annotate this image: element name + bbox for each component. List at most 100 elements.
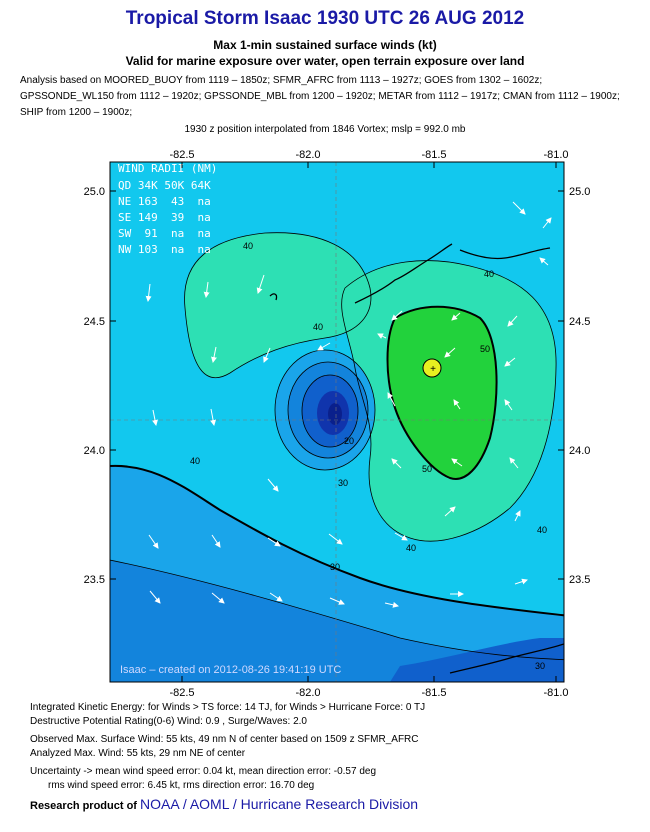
uncertainty-rms: rms wind speed error: 6.45 kt, rms direc…: [48, 780, 315, 791]
footer-prefix: Research product of: [30, 800, 137, 812]
contour-label: 40: [406, 543, 416, 553]
contour-label: 50: [422, 464, 432, 474]
contour-label: 20: [344, 436, 354, 446]
lon-tick-label: -81.5: [421, 687, 446, 699]
wind-vectors: [145, 201, 552, 608]
wind-radii-title: WIND RADII (NM): [118, 162, 217, 175]
wind-arrow: [263, 347, 271, 363]
wind-arrow: [149, 590, 161, 604]
wind-arrow: [148, 534, 159, 549]
lon-tick-label: -82.5: [169, 687, 194, 699]
dpr-stat: Destructive Potential Rating(0-6) Wind: …: [30, 716, 307, 727]
wind-arrow: [451, 312, 461, 321]
wind-arrow: [453, 399, 461, 410]
analyzed-max-wind: Analyzed Max. Wind: 55 kts, 29 nm NE of …: [30, 748, 246, 759]
lat-tick-label: 24.5: [569, 316, 590, 328]
contour-50: [386, 305, 498, 480]
contour-label: 40: [484, 269, 494, 279]
contour-label: 40: [243, 241, 253, 251]
wind-arrow: [514, 510, 521, 522]
wind-arrow: [329, 597, 345, 605]
band-10-20-south: [110, 560, 564, 682]
contour-label: 40: [190, 456, 200, 466]
wind-arrow: [387, 392, 396, 407]
analysis-sources: Analysis based on MOORED_BUOY from 1119 …: [20, 73, 635, 121]
lon-tick-label: -82.0: [295, 687, 320, 699]
wind-arrow: [211, 346, 217, 363]
contour-20-south: [110, 559, 564, 661]
contour-40-nw: [184, 232, 372, 379]
vortex-eye: [328, 403, 342, 425]
analysis-line: SHIP from 1200 – 1900z;: [20, 107, 133, 118]
band-south-deep: [390, 638, 564, 682]
contour-lines: [110, 232, 564, 661]
observed-max-wind: Observed Max. Surface Wind: 55 kts, 49 n…: [30, 734, 419, 745]
lon-tick-label: -81.0: [543, 687, 568, 699]
keys-east: [459, 247, 551, 260]
lon-tick-label: -81.5: [421, 149, 446, 161]
wind-arrow: [509, 457, 519, 469]
contour-30-south: [110, 464, 564, 617]
page-title: Tropical Storm Isaac 1930 UTC 26 AUG 201…: [125, 8, 525, 29]
lat-tick-label: 25.0: [84, 186, 105, 198]
lat-tick-label: 24.5: [84, 316, 105, 328]
contour-label: 40: [313, 322, 323, 332]
footer-org: NOAA / AOML / Hurricane Research Divisio…: [140, 796, 419, 812]
wind-arrow: [451, 458, 463, 467]
lon-tick-label: -81.0: [543, 149, 568, 161]
subtitle: Max 1-min sustained surface winds (kt): [213, 38, 437, 52]
lon-tick-label: -82.0: [295, 149, 320, 161]
wind-radii-row: NE 163 43 na: [118, 195, 211, 208]
wind-arrow: [211, 592, 225, 604]
center-crosshair: [110, 162, 564, 682]
wind-arrow: [444, 506, 456, 517]
wind-arrow: [504, 399, 513, 411]
axis-ticks: [110, 162, 564, 682]
wind-arrow: [210, 408, 217, 426]
wind-arrow: [269, 592, 283, 602]
wind-arrow: [377, 333, 387, 339]
wind-arrow: [391, 310, 403, 321]
contour-label: 30: [535, 661, 545, 671]
wind-arrow: [542, 217, 552, 229]
band-50: [387, 306, 497, 479]
wind-field-map: +: [84, 149, 591, 699]
wind-radii-row: SE 149 39 na: [118, 211, 211, 224]
wind-arrow: [539, 257, 549, 266]
analysis-line: GPSSONDE_WL150 from 1112 – 1920z; GPSSON…: [20, 91, 620, 102]
lon-tick-label: -82.5: [169, 149, 194, 161]
lat-tick-label: 25.0: [569, 186, 590, 198]
footer: Research product of NOAA / AOML / Hurric…: [30, 796, 418, 812]
wind-radii-header: QD 34K 50K 64K: [118, 179, 211, 192]
wind-arrow: [145, 283, 152, 302]
lat-tick-label: 24.0: [569, 445, 590, 457]
contour-label: 40: [537, 525, 547, 535]
uncertainty-mean: Uncertainty -> mean wind speed error: 0.…: [30, 766, 377, 777]
coastline: [269, 243, 564, 674]
wind-arrow: [384, 601, 399, 608]
wind-radii-row: SW 91 na na: [118, 227, 211, 240]
contour-30-vortex: [274, 349, 376, 471]
wind-arrow: [504, 357, 516, 367]
cuba-coast: [449, 643, 564, 674]
florida-keys: [354, 243, 453, 304]
max-wind-marker: +: [430, 364, 436, 375]
band-40-nw: [184, 232, 371, 378]
wind-arrow: [328, 533, 343, 545]
position-note: 1930 z position interpolated from 1846 V…: [184, 124, 466, 135]
wind-arrow: [152, 409, 158, 426]
contour-40-east: [341, 260, 557, 542]
contour-label: 50: [480, 344, 490, 354]
contour-label: 30: [338, 478, 348, 488]
wind-arrow: [317, 342, 331, 351]
map-credit: Isaac – created on 2012-08-26 19:41:19 U…: [120, 664, 341, 676]
islet: [269, 293, 278, 301]
lat-tick-label: 24.0: [84, 445, 105, 457]
wind-arrow: [512, 201, 526, 215]
lat-tick-label: 23.5: [84, 574, 105, 586]
wind-arrow: [394, 532, 408, 541]
ike-stat: Integrated Kinetic Energy: for Winds > T…: [30, 702, 426, 713]
wind-arrow: [267, 537, 281, 547]
contour-label: 30: [330, 562, 340, 572]
wind-arrow: [211, 534, 221, 548]
